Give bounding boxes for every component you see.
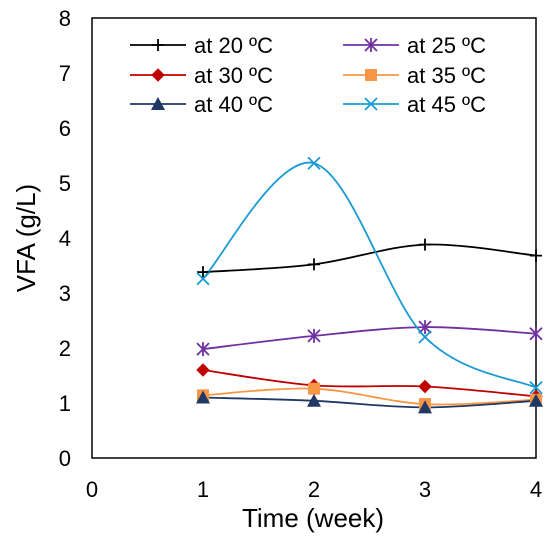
x-tick-label: 2 [308, 477, 320, 502]
series-2-line [202, 326, 537, 350]
series-2-point [307, 328, 321, 343]
legend-item: at 45 ºC [343, 92, 486, 117]
series-4-point [308, 382, 320, 395]
y-axis-title: VFA (g/L) [11, 184, 41, 292]
legend-marker [364, 38, 378, 52]
series-2-point [529, 326, 543, 341]
series-2-point [196, 342, 210, 357]
series-2-point [418, 320, 432, 335]
y-tick-label: 4 [59, 226, 71, 251]
series-5-point [196, 390, 210, 404]
series-3-point [196, 363, 210, 377]
legend: at 20 ºC at 25 ºC at 30 ºC at 35 ºC at 40 ºC… [130, 33, 486, 117]
series-5-point [307, 393, 321, 407]
legend-item: at 30 ºC [130, 63, 273, 88]
series-1-line [202, 243, 537, 273]
series-3-point [418, 379, 432, 394]
x-tick-label: 4 [530, 477, 542, 502]
x-axis-ticks: 0 1 2 3 4 [86, 477, 542, 502]
legend-label: at 25 ºC [407, 33, 486, 58]
legend-item: at 35 ºC [343, 63, 486, 88]
series-5-point [418, 400, 432, 414]
series-1-point [308, 258, 320, 271]
series-1-point [419, 238, 431, 251]
x-axis-title: Time (week) [242, 503, 384, 533]
series-6-line [202, 161, 537, 389]
y-tick-label: 8 [59, 6, 71, 31]
y-tick-label: 1 [59, 391, 71, 416]
y-tick-label: 5 [59, 171, 71, 196]
legend-label: at 35 ºC [407, 63, 486, 88]
legend-item: at 20 ºC [130, 33, 273, 58]
y-tick-label: 2 [59, 336, 71, 361]
series-6-point [529, 380, 543, 395]
legend-marker [151, 68, 165, 82]
x-tick-label: 0 [86, 477, 98, 502]
x-tick-label: 3 [419, 477, 431, 502]
y-axis-ticks: 0 1 2 3 4 5 6 7 8 [59, 6, 71, 471]
legend-label: at 30 ºC [194, 63, 273, 88]
y-tick-label: 7 [59, 61, 71, 86]
series-1-point [530, 249, 542, 262]
legend-marker [151, 97, 165, 110]
series-1-point [197, 266, 209, 279]
series-6-point [418, 330, 432, 344]
series-5-point [529, 393, 543, 407]
legend-item: at 25 ºC [343, 33, 486, 58]
y-tick-label: 0 [59, 446, 71, 471]
legend-marker [365, 69, 377, 81]
y-tick-label: 6 [59, 116, 71, 141]
plot-area-frame [91, 17, 537, 459]
series-6-point [307, 156, 321, 170]
series-4-line [202, 387, 537, 406]
series-lines [202, 161, 537, 409]
series-6-point [196, 272, 210, 286]
y-tick-label: 3 [59, 281, 71, 306]
legend-marker [152, 39, 164, 51]
legend-label: at 45 ºC [407, 92, 486, 117]
legend-label: at 20 ºC [194, 33, 273, 58]
legend-marker [364, 97, 378, 111]
legend-label: at 40 ºC [194, 92, 273, 117]
legend-item: at 40 ºC [130, 92, 273, 117]
series-markers [196, 156, 543, 414]
x-tick-label: 1 [197, 477, 209, 502]
series-5-line [202, 396, 537, 409]
series-3-line [202, 369, 537, 398]
